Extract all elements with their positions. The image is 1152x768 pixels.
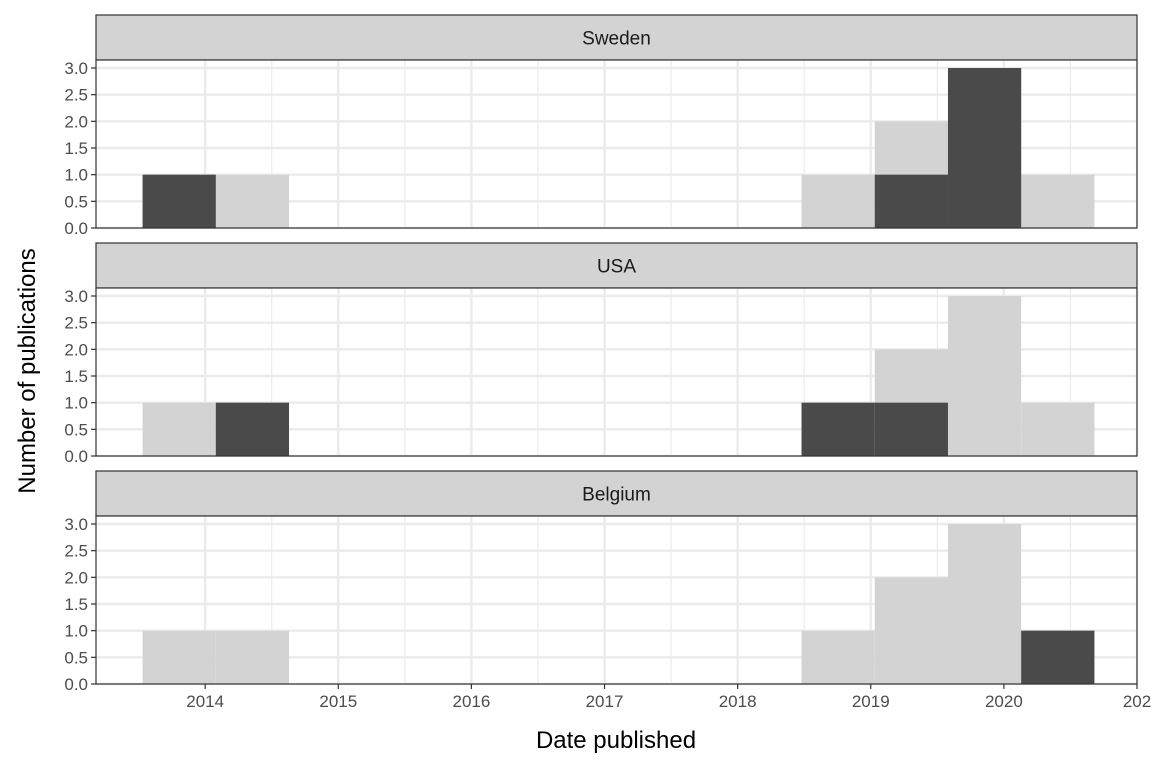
histogram-bar-usa [801,402,875,456]
y-tick-label: 3.0 [64,287,88,306]
y-tick-label: 0.5 [64,192,88,211]
x-tick-label: 2014 [186,692,224,711]
histogram-bar-background [215,174,290,228]
histogram-bar-sweden [947,68,1022,228]
panel-border [95,59,1138,229]
histogram-bar-background [1021,174,1095,228]
y-tick-label: 0.5 [64,420,88,439]
facet-panel-sweden: Sweden 0.0 0.5 1.0 1.5 2.0 2.5 3.0 [64,14,1139,238]
x-tick-label: 2020 [985,692,1023,711]
x-tick-label: 2019 [852,692,890,711]
y-tick-label: 1.0 [64,622,88,641]
x-tick-label: 2018 [719,692,757,711]
histogram-bar-background [874,577,948,684]
y-tick-label: 0.0 [64,675,88,694]
facet-strip [95,242,1138,289]
facet-strip-label: USA [597,257,636,278]
y-tick-label: 2.0 [64,112,88,131]
y-tick-label: 1.5 [64,139,88,158]
histogram-bar-background [801,630,875,684]
histogram-bar-background [1021,402,1095,456]
histogram-bar-background [947,296,1022,456]
histogram-bar-background [142,402,216,456]
panel-border [95,287,1138,457]
x-tick-label: 202 [1123,692,1151,711]
y-tick-label: 3.0 [64,59,88,78]
y-tick-label: 2.0 [64,568,88,587]
x-axis: 2014 2015 2016 2017 2018 2019 2020 202 [186,684,1151,711]
facet-panel-usa: USA 0.0 0.5 1.0 1.5 2.0 2.5 3.0 [64,242,1139,466]
histogram-bar-background [215,630,290,684]
histogram-bar-usa [215,402,290,456]
y-tick-label: 0.0 [64,219,88,238]
y-tick-label: 1.5 [64,367,88,386]
facet-strip [95,470,1138,517]
histogram-bar-background [947,524,1022,684]
x-axis-title: Date published [536,727,696,754]
y-tick-label: 0.5 [64,648,88,667]
histogram-bar-background [142,630,216,684]
histogram-bar-sweden [874,174,948,228]
x-tick-label: 2016 [452,692,490,711]
histogram-bar-usa [874,402,948,456]
facet-panel-belgium: Belgium 0.0 0.5 1.0 1.5 2.0 2.5 3.0 [64,470,1139,694]
facet-strip-label: Belgium [582,485,651,506]
histogram-bar-sweden [142,174,216,228]
y-tick-label: 1.0 [64,394,88,413]
x-tick-label: 2017 [586,692,624,711]
y-tick-label: 2.5 [64,314,88,333]
y-tick-label: 1.5 [64,595,88,614]
x-tick-label: 2015 [319,692,357,711]
y-tick-label: 0.0 [64,447,88,466]
y-tick-label: 3.0 [64,515,88,534]
y-tick-label: 2.5 [64,86,88,105]
histogram-bar-background [801,174,875,228]
histogram-bar-belgium [1021,630,1095,684]
facet-strip-label: Sweden [582,29,651,50]
facet-panels: Sweden 0.0 0.5 1.0 1.5 2.0 2.5 3.0 USA 0.0 0.5 1.0 1… [64,14,1139,694]
y-tick-label: 2.5 [64,542,88,561]
facet-strip [95,14,1138,61]
panel-border [95,515,1138,685]
y-tick-label: 2.0 [64,340,88,359]
y-axis-title: Number of publications [14,248,41,493]
y-tick-label: 1.0 [64,166,88,185]
